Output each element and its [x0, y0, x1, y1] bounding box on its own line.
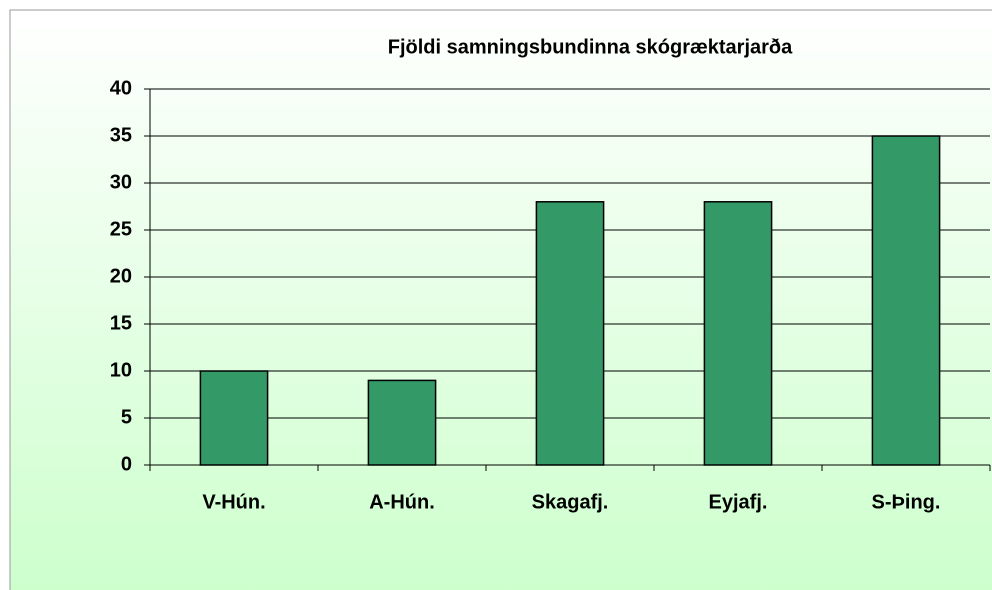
- x-tick-label: A-Hún.: [369, 491, 435, 513]
- bar: [199, 370, 269, 466]
- x-tick-label: V-Hún.: [202, 491, 265, 513]
- y-tick-label: 30: [110, 171, 132, 193]
- y-tick-label: 10: [110, 359, 132, 381]
- bar: [535, 201, 605, 466]
- y-tick-label: 0: [121, 453, 132, 475]
- y-tick-label: 5: [121, 406, 132, 428]
- chart-title: Fjöldi samningsbundinna skógræktarjarða: [388, 36, 793, 58]
- bar: [367, 379, 437, 466]
- chart-background: [9, 9, 992, 590]
- x-tick-label: Eyjafj.: [709, 491, 768, 513]
- x-tick-label: Skagafj.: [532, 491, 609, 513]
- y-tick-label: 40: [110, 77, 132, 99]
- y-tick-label: 35: [110, 124, 132, 146]
- y-tick-label: 20: [110, 265, 132, 287]
- x-tick-label: S-Þing.: [872, 491, 941, 513]
- bar: [871, 135, 941, 466]
- y-tick-label: 15: [110, 312, 132, 334]
- bar: [703, 201, 773, 466]
- y-tick-label: 25: [110, 218, 132, 240]
